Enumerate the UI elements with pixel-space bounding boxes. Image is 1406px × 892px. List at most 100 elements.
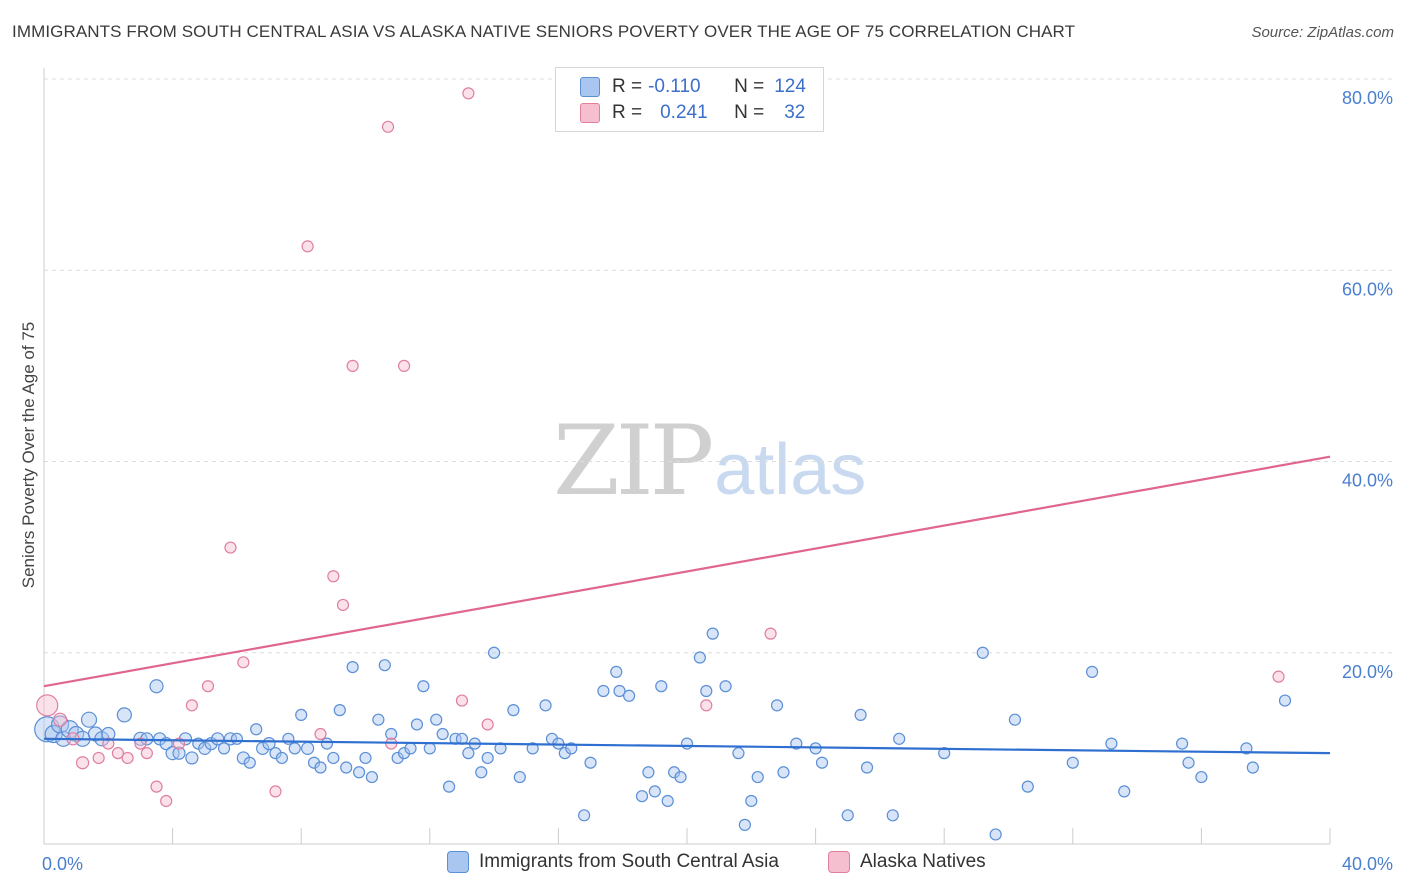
point-immigrants <box>674 770 687 784</box>
axes <box>43 68 1331 845</box>
legend-r-value: 0.241 <box>660 102 708 123</box>
point-alaska-natives <box>327 570 340 583</box>
legend-r-label: R = <box>612 102 643 123</box>
point-immigrants <box>1118 785 1131 798</box>
point-alaska-natives <box>301 240 314 253</box>
x-tick-label: 0.0% <box>42 854 83 874</box>
point-alaska-natives <box>381 120 395 133</box>
point-immigrants <box>635 790 649 803</box>
point-immigrants <box>989 828 1002 841</box>
point-immigrants <box>1278 694 1292 707</box>
point-immigrants <box>378 659 391 672</box>
point-immigrants <box>1246 761 1259 774</box>
legend-item-immigrants[interactable]: Immigrants from South Central Asia <box>447 851 779 873</box>
point-immigrants <box>243 756 256 769</box>
point-alaska-natives <box>121 751 134 765</box>
point-immigrants <box>340 761 353 774</box>
point-immigrants <box>886 809 899 822</box>
point-immigrants <box>815 756 829 769</box>
y-tick-label: 80.0% <box>1342 88 1393 108</box>
point-immigrants <box>841 809 854 822</box>
point-immigrants <box>706 627 719 640</box>
point-immigrants <box>610 665 623 678</box>
y-tick-label: 40.0% <box>1342 471 1393 491</box>
trend-line-immigrants <box>43 737 1331 755</box>
point-immigrants <box>680 737 694 750</box>
point-immigrants <box>526 742 539 755</box>
point-immigrants <box>475 766 488 779</box>
point-immigrants <box>149 679 164 694</box>
point-immigrants <box>770 699 784 712</box>
point-immigrants <box>1066 756 1079 769</box>
point-immigrants <box>404 742 417 755</box>
point-immigrants <box>352 766 366 779</box>
point-immigrants <box>307 756 321 769</box>
point-immigrants <box>1195 770 1208 784</box>
point-immigrants <box>436 727 449 741</box>
point-immigrants <box>417 680 430 693</box>
point-immigrants <box>1182 756 1195 769</box>
legend-item-alaska-natives[interactable]: Alaska Natives <box>828 851 986 873</box>
y-tick-label: 20.0% <box>1342 662 1393 682</box>
point-immigrants <box>693 651 706 664</box>
point-immigrants <box>668 766 681 779</box>
y-axis-label: Seniors Poverty Over the Age of 75 <box>19 322 38 588</box>
point-immigrants <box>391 751 404 765</box>
point-immigrants <box>507 704 520 717</box>
point-immigrants <box>365 770 379 784</box>
point-immigrants <box>1021 780 1034 793</box>
legend-n-label: N = <box>734 102 765 123</box>
point-immigrants <box>642 766 655 779</box>
point-immigrants <box>320 737 334 750</box>
point-immigrants <box>275 751 289 765</box>
point-alaska-natives <box>1272 670 1285 683</box>
point-alaska-natives <box>75 756 90 770</box>
point-alaska-natives <box>314 727 327 741</box>
point-immigrants <box>359 751 372 765</box>
point-alaska-natives <box>160 794 173 808</box>
point-immigrants <box>295 708 308 722</box>
legend-r-value: -0.110 <box>648 76 701 97</box>
point-immigrants <box>854 708 867 722</box>
point-immigrants <box>314 761 327 774</box>
point-immigrants <box>558 747 571 760</box>
point-immigrants <box>301 741 315 755</box>
point-immigrants <box>1105 737 1118 750</box>
point-alaska-natives <box>92 751 105 765</box>
legend-swatch-blue <box>447 851 469 873</box>
point-immigrants <box>462 747 475 760</box>
point-alaska-natives <box>269 785 282 798</box>
point-immigrants <box>655 680 668 693</box>
point-immigrants <box>777 766 790 779</box>
chart-title: IMMIGRANTS FROM SOUTH CENTRAL ASIA VS AL… <box>12 22 1076 41</box>
point-alaska-natives <box>462 87 475 100</box>
legend-label-immigrants: Immigrants from South Central Asia <box>479 851 779 872</box>
legend-n-value: 124 <box>774 76 806 97</box>
point-immigrants <box>269 747 282 760</box>
point-immigrants <box>50 715 70 734</box>
point-immigrants <box>372 713 385 726</box>
point-immigrants <box>700 684 713 698</box>
point-immigrants <box>172 746 186 760</box>
point-immigrants <box>410 718 424 731</box>
point-immigrants <box>745 794 758 808</box>
y-tick-label: 60.0% <box>1342 279 1393 299</box>
data-points <box>34 87 1292 841</box>
legend-n-value: 32 <box>784 102 806 123</box>
point-immigrants <box>481 751 494 765</box>
point-immigrants <box>732 747 745 760</box>
point-immigrants <box>613 684 626 698</box>
point-alaska-natives <box>397 359 411 372</box>
point-immigrants <box>333 704 346 717</box>
axis-labels: 20.0% 40.0% 60.0% 80.0% 0.0% 40.0% Seniors Pov… <box>19 88 1393 874</box>
point-immigrants <box>385 727 398 741</box>
point-alaska-natives <box>111 747 125 760</box>
point-alaska-natives <box>150 780 163 793</box>
point-alaska-natives <box>336 598 350 612</box>
legend-swatch-blue <box>580 77 600 97</box>
point-immigrants <box>578 809 591 822</box>
legend-label-alaska-natives: Alaska Natives <box>860 851 986 872</box>
point-immigrants <box>288 742 301 755</box>
correlation-legend: R = -0.110 N = 124 R = 0.241 N = 32 <box>555 67 824 132</box>
